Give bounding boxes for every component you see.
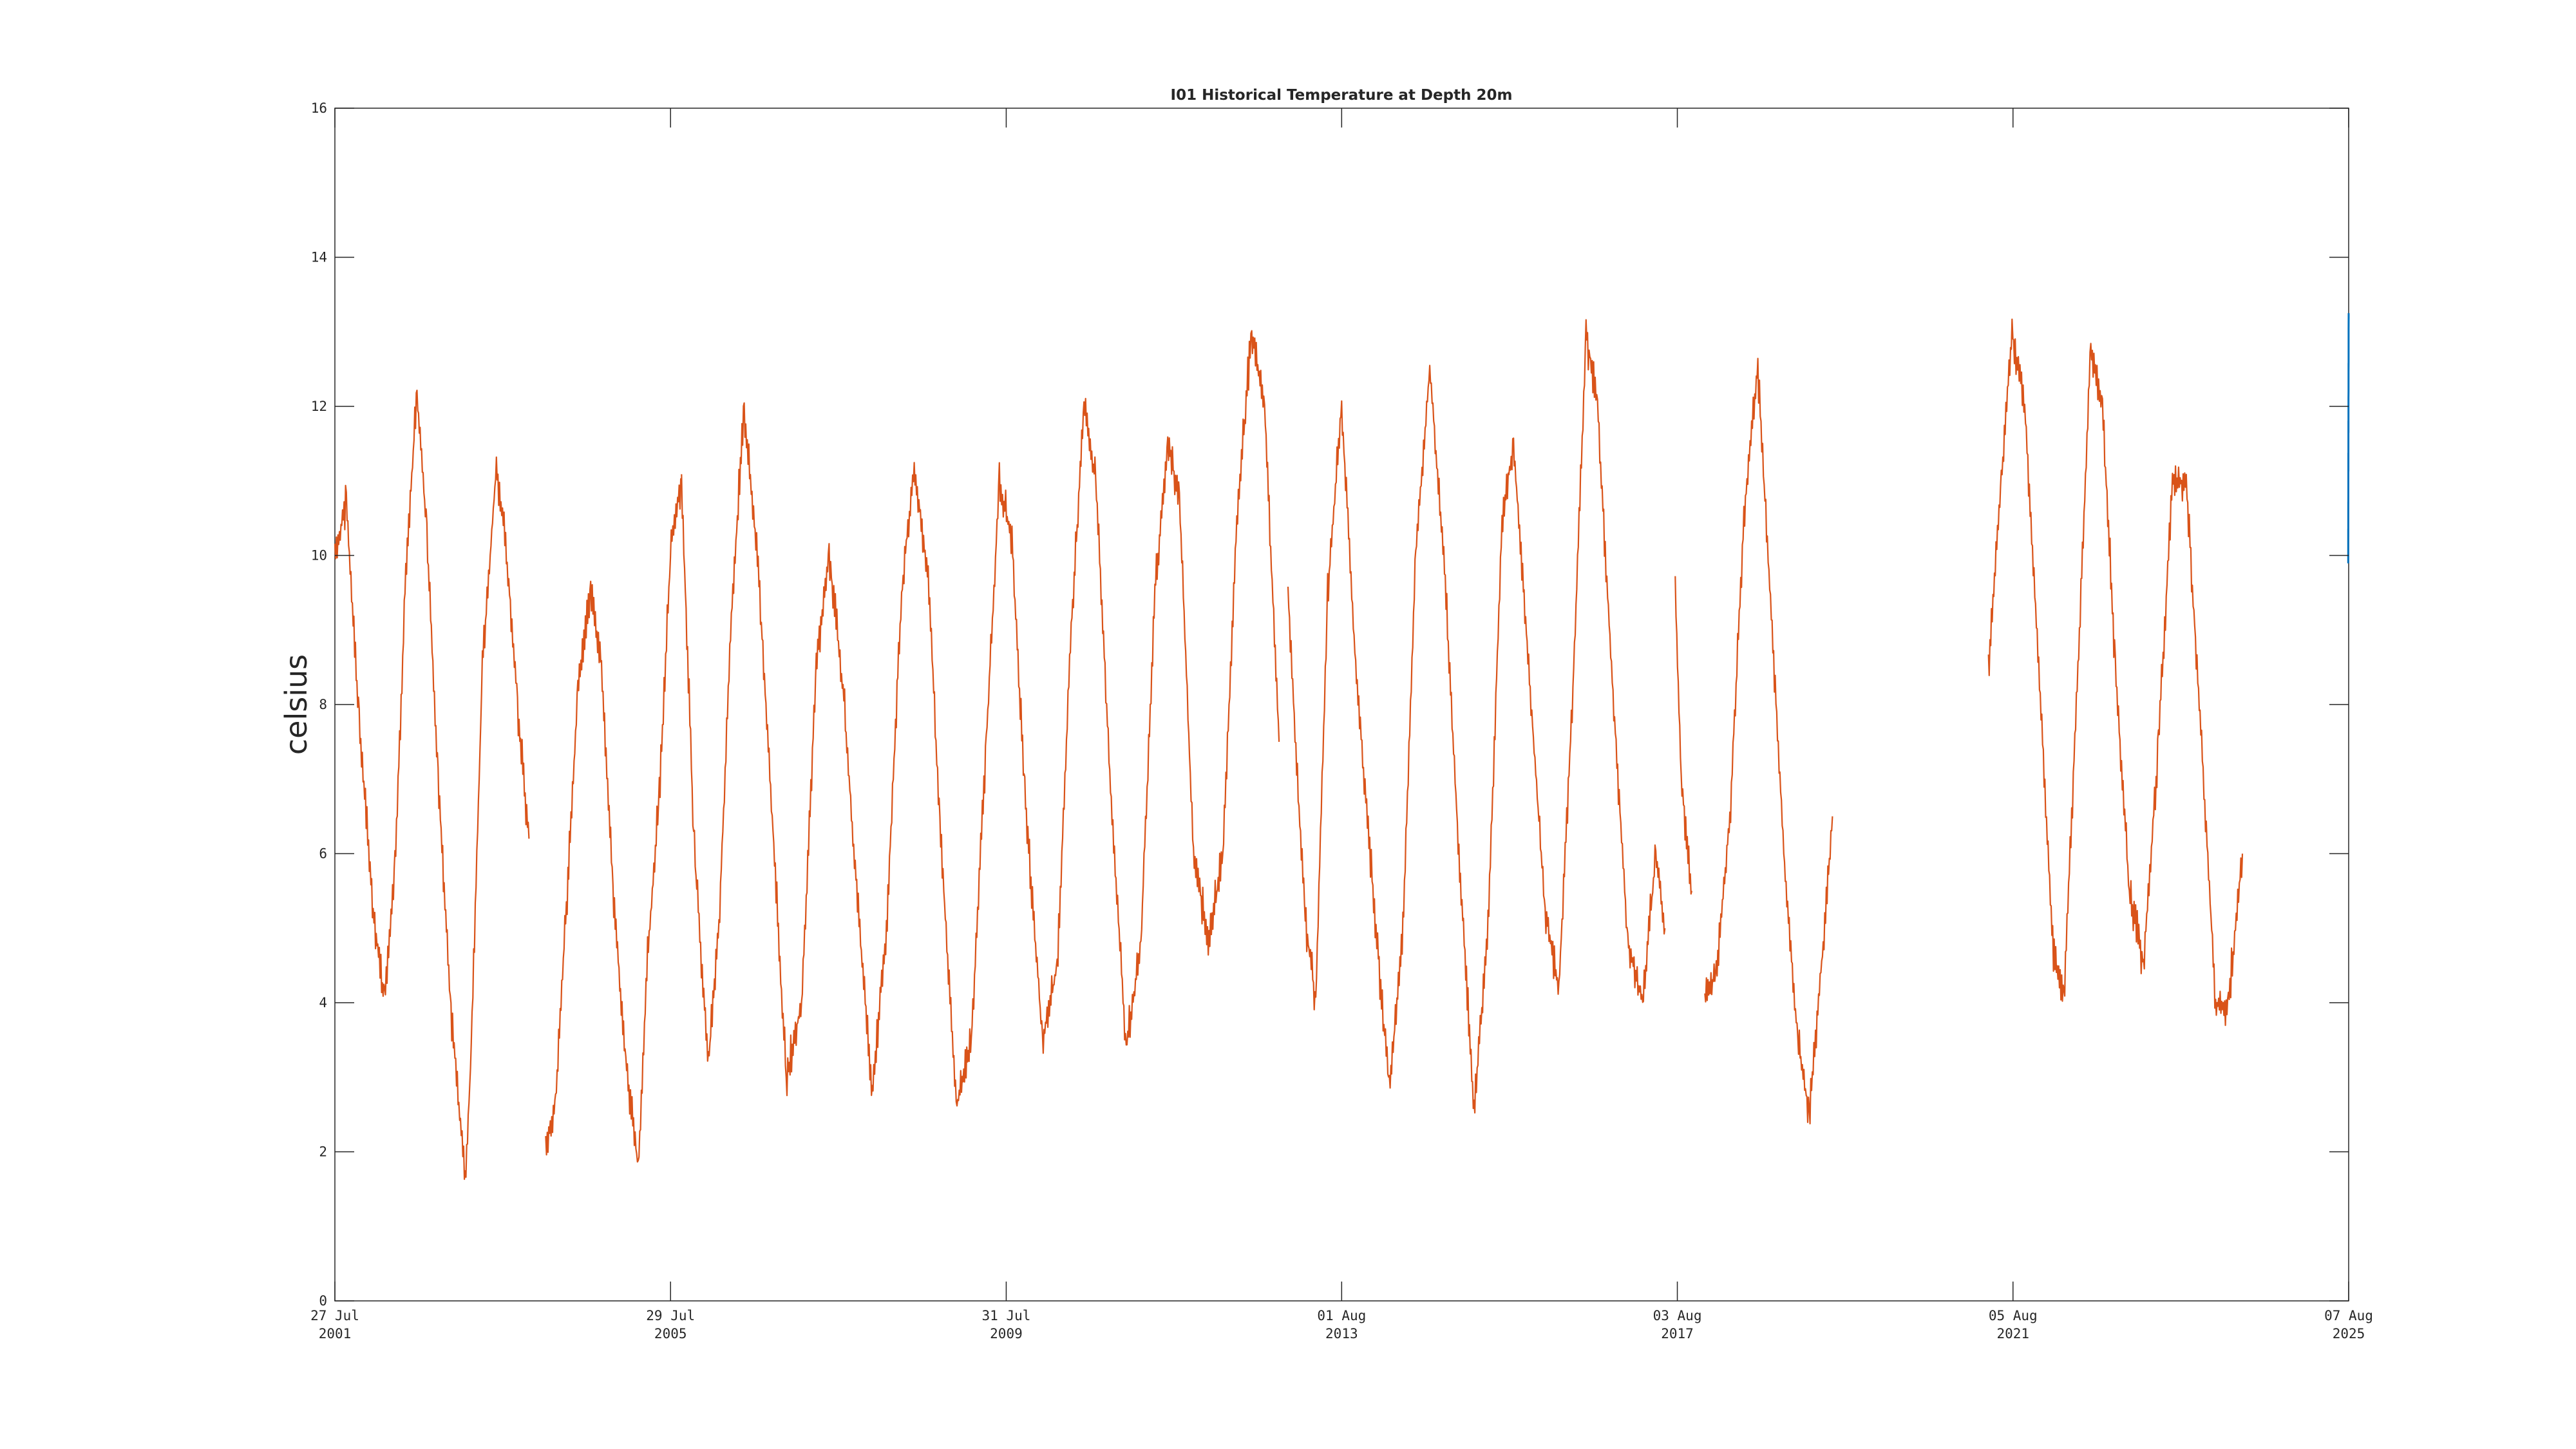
recent-series-segment-0 bbox=[2347, 313, 2350, 564]
y-axis: 0 2 4 6 8 10 12 14 16 bbox=[311, 100, 2349, 1309]
temperature-series-segment-6 bbox=[1987, 318, 2244, 1027]
y-tick-label: 8 bbox=[319, 697, 327, 712]
y-tick-label: 12 bbox=[311, 399, 327, 414]
temperature-series-segment-5 bbox=[1704, 357, 1833, 1124]
temperature-series-segment-1 bbox=[545, 478, 683, 1163]
y-tick-label: 0 bbox=[319, 1293, 327, 1309]
y-tick-label: 10 bbox=[311, 548, 327, 564]
temperature-series-segment-2 bbox=[681, 330, 1280, 1107]
series-layer bbox=[334, 313, 2350, 1180]
x-tick-label-date: 07 Aug bbox=[2324, 1308, 2373, 1323]
x-tick-label-date: 27 Jul bbox=[310, 1308, 359, 1323]
x-tick-label-date: 31 Jul bbox=[982, 1308, 1031, 1323]
x-tick-label-year: 2025 bbox=[2333, 1326, 2365, 1341]
x-axis: 27 Jul 2001 29 Jul 2005 31 Jul 2009 01 Aug 2013… bbox=[310, 108, 2373, 1341]
x-tick-label-year: 2009 bbox=[990, 1326, 1023, 1341]
y-tick-label: 14 bbox=[311, 250, 327, 265]
x-tick-label-date: 05 Aug bbox=[1989, 1308, 2038, 1323]
x-tick-label-year: 2001 bbox=[319, 1326, 352, 1341]
x-tick-label-year: 2021 bbox=[1996, 1326, 2029, 1341]
plot-area bbox=[334, 108, 2349, 1302]
chart-title: I01 Historical Temperature at Depth 20m bbox=[1171, 87, 1513, 104]
y-tick-label: 4 bbox=[319, 995, 327, 1010]
x-tick-label-year: 2013 bbox=[1325, 1326, 1358, 1341]
y-axis-label: celsius bbox=[279, 654, 314, 755]
y-tick-label: 16 bbox=[311, 100, 327, 116]
temperature-series-segment-3 bbox=[1287, 319, 1666, 1114]
temperature-series-segment-4 bbox=[1674, 576, 1693, 895]
y-tick-label: 6 bbox=[319, 846, 327, 862]
x-tick-label-date: 03 Aug bbox=[1653, 1308, 1702, 1323]
x-tick-label-date: 01 Aug bbox=[1317, 1308, 1366, 1323]
x-tick-label-year: 2017 bbox=[1661, 1326, 1694, 1341]
temperature-series-segment-0 bbox=[334, 390, 530, 1180]
x-tick-label-date: 29 Jul bbox=[646, 1308, 695, 1323]
y-tick-label: 2 bbox=[319, 1144, 327, 1160]
x-tick-label-year: 2005 bbox=[654, 1326, 687, 1341]
